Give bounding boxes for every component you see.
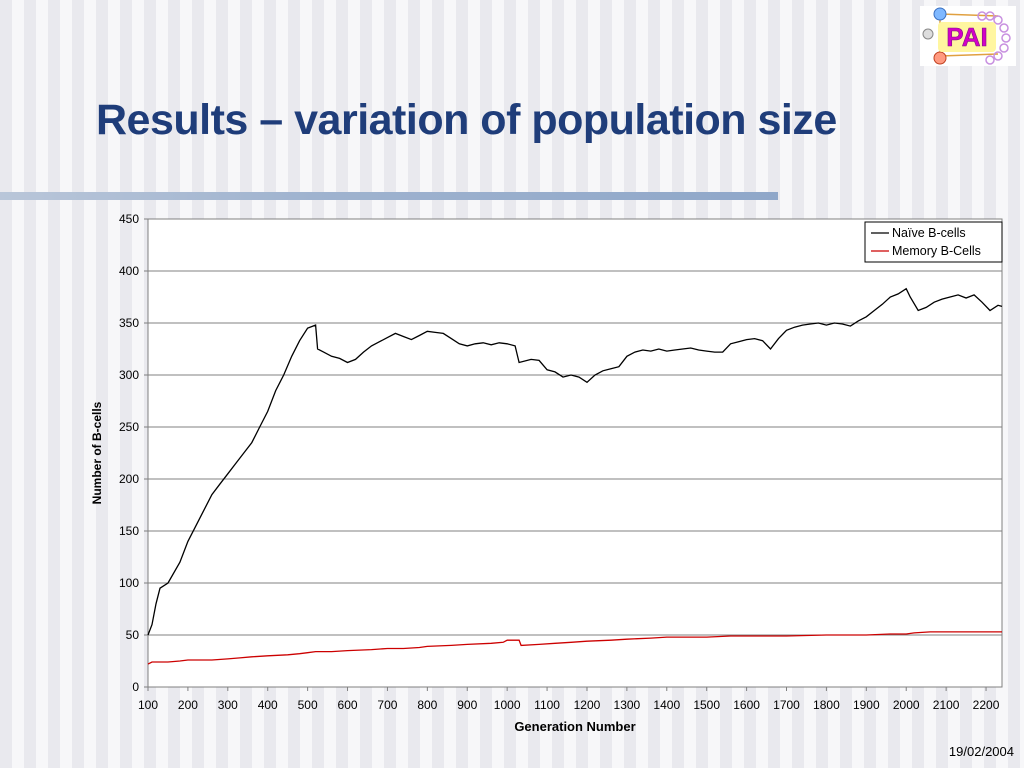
title-underline xyxy=(0,192,778,200)
plot-area xyxy=(147,218,1003,688)
series-line-naive-b-cells xyxy=(147,287,1003,636)
x-tick-label-200: 200 xyxy=(178,698,198,712)
x-tick-label-1300: 1300 xyxy=(614,698,641,712)
population-chart: 0 50 100 150 200 250 300 350 400 450 100 200 300 400… xyxy=(90,212,1003,734)
x-tick-label-1000: 1000 xyxy=(494,698,521,712)
y-tick-label-0: 0 xyxy=(132,680,139,694)
y-tick-label-350: 350 xyxy=(119,316,139,330)
series-lines xyxy=(147,287,1003,665)
x-axis-ticks: 100 200 300 400 500 600 700 800 900 1000 1100 1200 1… xyxy=(138,687,1000,712)
y-tick-label-150: 150 xyxy=(119,524,139,538)
y-tick-label-100: 100 xyxy=(119,576,139,590)
slide-title: Results – variation of population size xyxy=(96,96,837,144)
x-tick-label-800: 800 xyxy=(417,698,437,712)
x-tick-label-1600: 1600 xyxy=(733,698,760,712)
slide-date: 19/02/2004 xyxy=(948,744,1014,759)
x-tick-label-900: 900 xyxy=(457,698,477,712)
x-tick-label-100: 100 xyxy=(138,698,158,712)
y-axis-label: Number of B-cells xyxy=(90,401,104,504)
x-tick-label-1500: 1500 xyxy=(693,698,720,712)
y-axis-ticks: 0 50 100 150 200 250 300 350 400 450 xyxy=(119,212,148,694)
x-tick-label-2100: 2100 xyxy=(933,698,960,712)
x-tick-label-1900: 1900 xyxy=(853,698,880,712)
x-axis-label: Generation Number xyxy=(514,719,635,734)
x-tick-label-500: 500 xyxy=(298,698,318,712)
legend: Naïve B-cells Memory B-Cells xyxy=(864,221,1003,263)
x-tick-label-2000: 2000 xyxy=(893,698,920,712)
pai-logo: PAI xyxy=(920,6,1016,66)
x-tick-label-300: 300 xyxy=(218,698,238,712)
legend-box xyxy=(864,221,1003,263)
grid-lines xyxy=(148,218,1002,636)
x-tick-label-1700: 1700 xyxy=(773,698,800,712)
y-tick-label-50: 50 xyxy=(126,628,140,642)
x-tick-label-600: 600 xyxy=(338,698,358,712)
y-tick-label-450: 450 xyxy=(119,212,139,226)
x-tick-label-1200: 1200 xyxy=(574,698,601,712)
y-tick-label-200: 200 xyxy=(119,472,139,486)
y-tick-label-300: 300 xyxy=(119,368,139,382)
logo-text: PAI xyxy=(946,22,987,52)
x-tick-label-700: 700 xyxy=(377,698,397,712)
legend-label-memory: Memory B-Cells xyxy=(892,244,981,258)
y-tick-label-400: 400 xyxy=(119,264,139,278)
x-tick-label-1100: 1100 xyxy=(534,698,560,712)
x-tick-label-1800: 1800 xyxy=(813,698,840,712)
legend-label-naive: Naïve B-cells xyxy=(892,226,966,240)
x-tick-label-1400: 1400 xyxy=(653,698,680,712)
y-tick-label-250: 250 xyxy=(119,420,139,434)
x-tick-label-400: 400 xyxy=(258,698,278,712)
x-tick-label-2200: 2200 xyxy=(973,698,1000,712)
series-line-memory-b-cells xyxy=(147,631,1002,665)
